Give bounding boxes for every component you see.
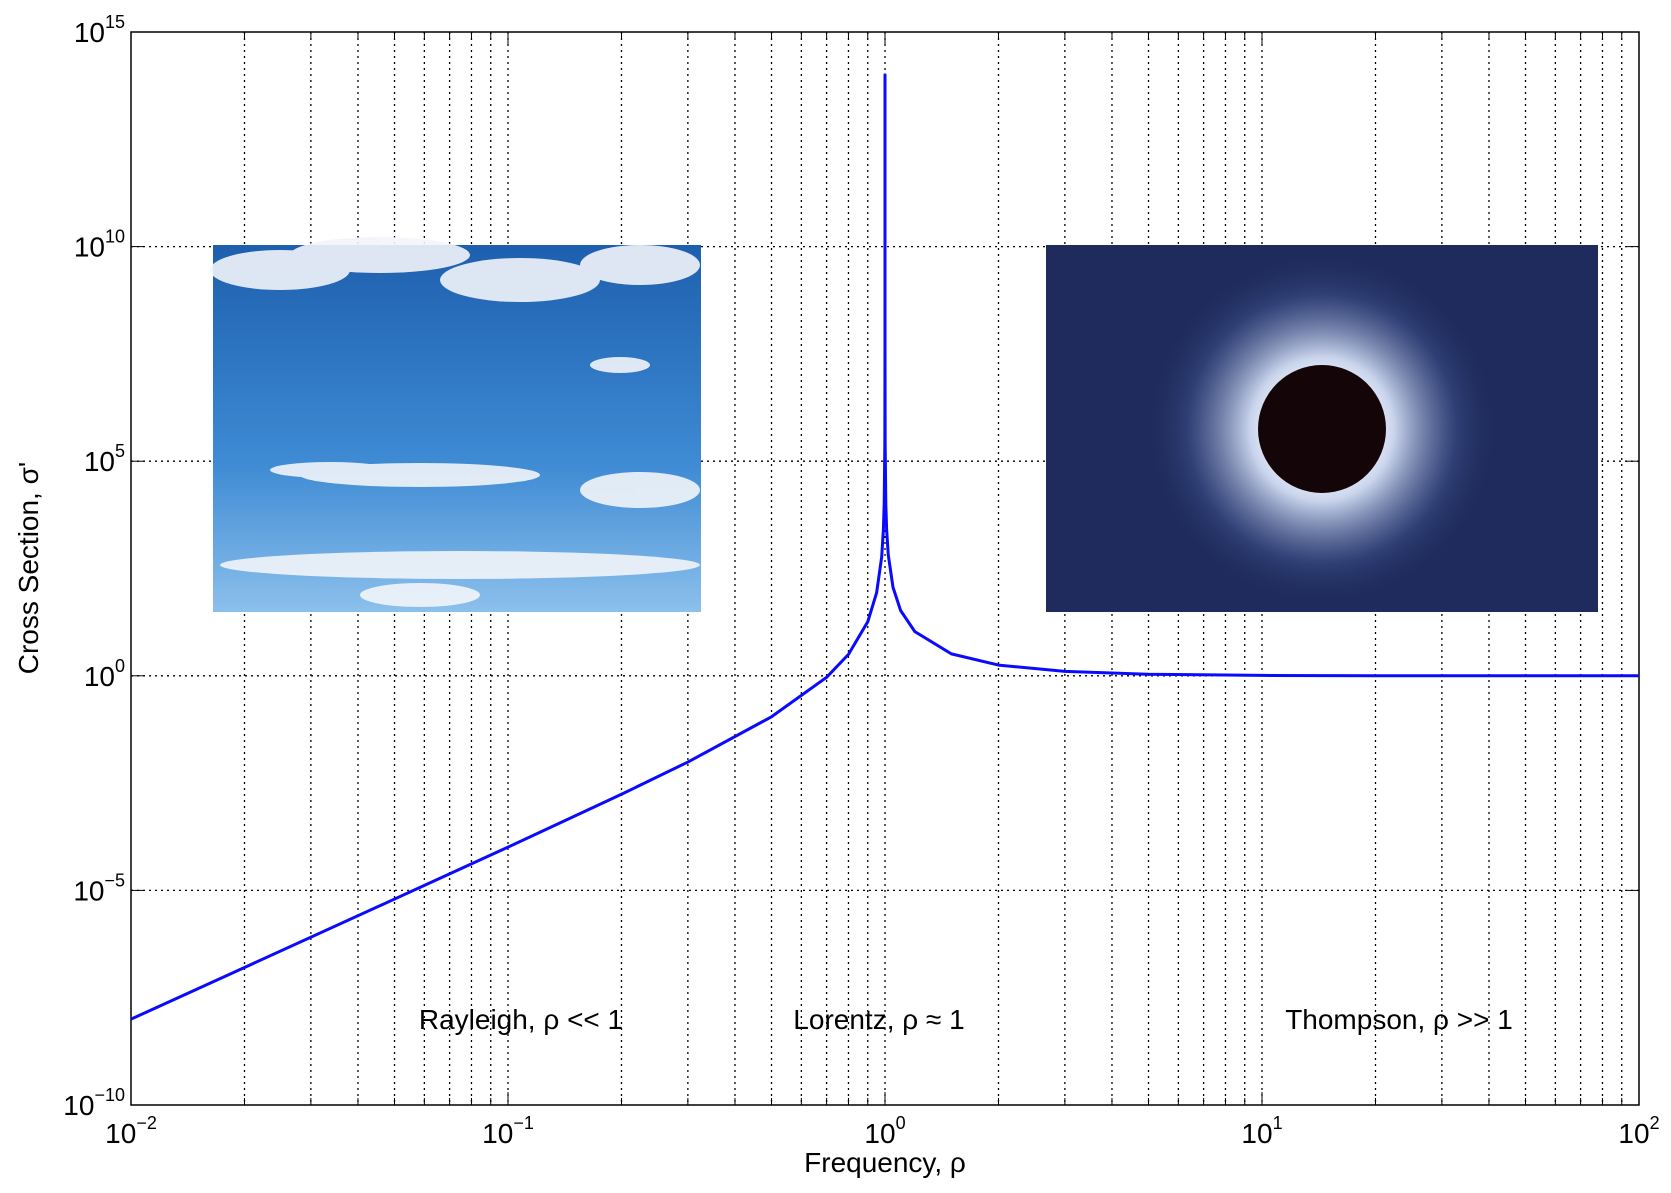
y-tick-label: 10−5 — [73, 870, 125, 906]
tick-base: 10 — [105, 1118, 136, 1149]
tick-base: 10 — [74, 232, 105, 263]
annotation: Thompson, ρ >> 1 — [1285, 1004, 1513, 1035]
tick-exponent: 0 — [896, 1113, 906, 1133]
tick-base: 10 — [864, 1118, 895, 1149]
tick-exponent: 15 — [105, 12, 125, 32]
tick-base: 10 — [482, 1118, 513, 1149]
x-tick-label: 101 — [1241, 1113, 1282, 1149]
eclipse-photo — [1046, 245, 1598, 612]
y-tick-label: 105 — [84, 441, 125, 477]
tick-base: 10 — [74, 17, 105, 48]
tick-exponent: 10 — [105, 227, 125, 247]
y-tick-label: 1015 — [74, 12, 125, 48]
grid — [131, 32, 1639, 1105]
tick-exponent: −1 — [513, 1113, 534, 1133]
x-tick-label: 10−1 — [482, 1113, 534, 1149]
plot-area — [130, 31, 1640, 1106]
x-axis-label: Frequency, ρ — [804, 1147, 966, 1178]
tick-exponent: 5 — [115, 441, 125, 461]
tick-base: 10 — [1241, 1118, 1272, 1149]
tick-base: 10 — [1618, 1118, 1649, 1149]
x-tick-label: 102 — [1618, 1113, 1659, 1149]
tick-base: 10 — [73, 875, 104, 906]
tick-exponent: 1 — [1273, 1113, 1283, 1133]
tick-exponent: 2 — [1650, 1113, 1660, 1133]
annotation: Lorentz, ρ ≈ 1 — [793, 1004, 964, 1035]
tick-base: 10 — [63, 1090, 94, 1121]
tick-exponent: −2 — [136, 1113, 157, 1133]
curve — [130, 73, 1640, 1021]
x-tick-label: 100 — [864, 1113, 905, 1149]
y-tick-label: 100 — [84, 656, 125, 692]
tick-exponent: 0 — [115, 656, 125, 676]
sky-photo — [210, 237, 701, 612]
axes-box — [130, 31, 1640, 1106]
tick-base: 10 — [84, 446, 115, 477]
tick-exponent: −10 — [94, 1085, 125, 1105]
x-tick-label: 10−2 — [105, 1113, 157, 1149]
annotation: Rayleigh, ρ << 1 — [419, 1004, 623, 1035]
tick-base: 10 — [84, 661, 115, 692]
y-axis-label: Cross Section, σ' — [13, 462, 44, 674]
y-tick-label: 1010 — [74, 227, 125, 263]
y-tick-label: 10−10 — [63, 1085, 125, 1121]
tick-exponent: −5 — [104, 870, 125, 890]
